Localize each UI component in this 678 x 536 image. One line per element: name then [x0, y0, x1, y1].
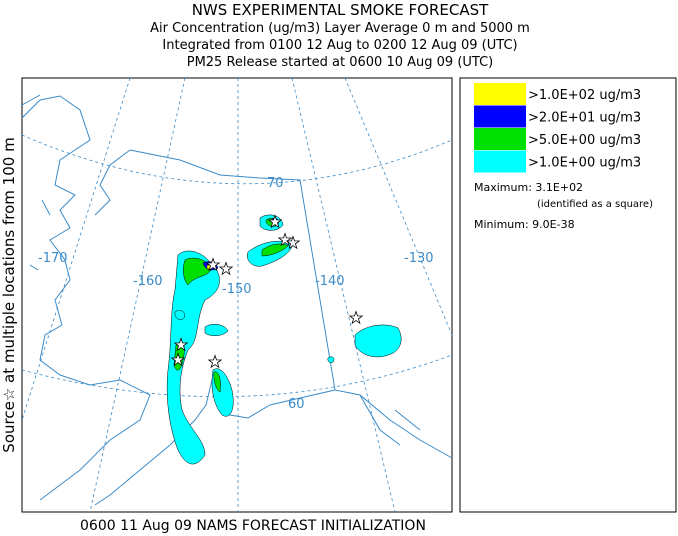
lon-label: -160 [133, 274, 163, 289]
side-label: Source☆ at multiple locations from 100 m [0, 137, 18, 452]
subtitle: Air Concentration (ug/m3) Layer Average … [150, 21, 530, 36]
subtitle: PM25 Release started at 0600 10 Aug 09 (… [187, 55, 494, 70]
lon-label: -140 [315, 274, 345, 289]
lat-label: 70 [267, 176, 284, 191]
source-marker [218, 261, 234, 276]
coastline [21, 94, 453, 506]
legend-frame [459, 77, 677, 513]
coastline [29, 199, 421, 446]
minimum: Minimum: 9.0E-38 [474, 218, 575, 231]
source-marker [277, 232, 293, 247]
source-marker [207, 354, 223, 369]
source-marker [173, 337, 189, 352]
source-marker [267, 214, 283, 229]
subtitle: Integrated from 0100 12 Aug to 0200 12 A… [162, 38, 517, 53]
legend-label: >5.0E+00 ug/m3 [528, 133, 641, 148]
legend-swatch [474, 105, 526, 128]
smoke-plume [204, 323, 229, 336]
map: 70 -170 -160 -150 -140 -130 60 [21, 77, 453, 513]
footer: 0600 11 Aug 09 NAMS FORECAST INITIALIZAT… [80, 518, 426, 534]
legend-label: >2.0E+01 ug/m3 [528, 111, 641, 126]
smoke-plume [213, 371, 221, 393]
graticule [21, 77, 453, 513]
smoke-plume [166, 250, 220, 465]
legend-label: >1.0E+02 ug/m3 [528, 88, 641, 103]
source-marker [170, 352, 186, 367]
smoke-plume [261, 243, 289, 257]
source-marker [348, 310, 364, 325]
title: NWS EXPERIMENTAL SMOKE FORECAST [192, 1, 489, 19]
legend-swatch [474, 128, 526, 150]
lon-label: -170 [38, 251, 68, 266]
lat-label: 60 [288, 397, 305, 412]
source-marker [205, 257, 221, 272]
lon-label: -150 [222, 282, 252, 297]
smoke-plume [327, 356, 335, 363]
smoke-plume [174, 310, 185, 320]
legend-swatch [474, 150, 526, 173]
legend-swatch [474, 83, 526, 105]
legend-label: >1.0E+00 ug/m3 [528, 156, 641, 171]
map-frame [21, 77, 453, 513]
maximum: Maximum: 3.1E+02 [474, 181, 583, 194]
source-marker [285, 235, 301, 250]
lon-label: -130 [404, 251, 434, 266]
maximum-note: (identified as a square) [537, 199, 653, 210]
smoke-plume [354, 324, 402, 358]
